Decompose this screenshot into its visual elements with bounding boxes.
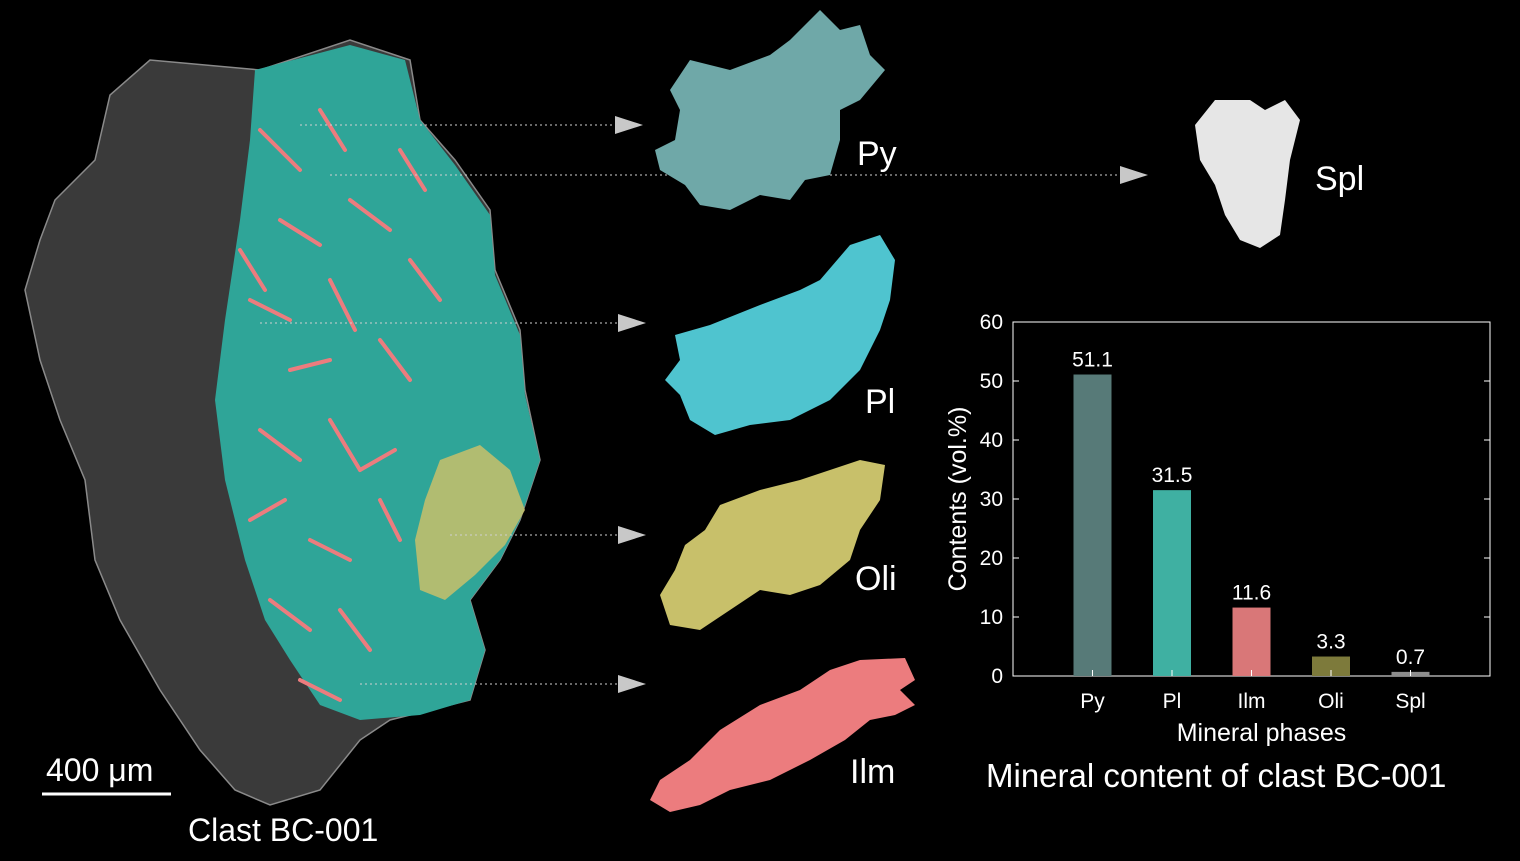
arrow-head	[618, 526, 646, 544]
ilm-lath	[378, 498, 402, 542]
py-render	[655, 10, 885, 210]
y-tick-label: 60	[980, 311, 1003, 334]
bar-value-label: 51.1	[1072, 349, 1113, 372]
arrow-head	[1120, 166, 1148, 184]
y-tick-label: 10	[980, 606, 1003, 629]
pl-render	[665, 235, 895, 435]
clast-ilmenite-laths	[238, 108, 442, 702]
x-tick-label: Ilm	[1238, 690, 1266, 713]
ilm-lath	[358, 448, 397, 472]
ilm-lath	[318, 108, 347, 152]
x-tick-label: Py	[1080, 690, 1105, 713]
ilm-lath	[398, 148, 427, 192]
y-tick-label: 30	[980, 488, 1003, 511]
bar-ilm	[1232, 607, 1271, 676]
bar-pl	[1153, 490, 1191, 676]
scalebar-label: 400 μm	[46, 752, 154, 788]
ilm-lath	[248, 298, 292, 322]
ilm-lath	[248, 498, 287, 522]
ilm-lath	[268, 598, 312, 632]
ilm-lath	[408, 258, 442, 302]
arrow-head	[615, 116, 643, 134]
bar-value-label: 3.3	[1316, 631, 1345, 654]
ilm-lath	[278, 218, 322, 247]
ilm-lath	[308, 538, 352, 562]
ilm-lath	[298, 678, 342, 702]
x-tick-label: Pl	[1163, 690, 1182, 713]
spl-render	[1195, 100, 1300, 248]
bar-value-label: 31.5	[1152, 464, 1193, 487]
ilm-lath	[258, 128, 302, 172]
y-tick-label: 0	[991, 665, 1003, 688]
phase-label-oli: Oli	[855, 560, 897, 598]
clast-caption: Clast BC-001	[188, 812, 379, 848]
clast-olivine-patch	[415, 445, 525, 600]
oli-render	[660, 460, 885, 630]
ilm-lath	[378, 338, 412, 382]
y-axis-title: Contents (vol.%)	[944, 407, 972, 592]
x-axis-title: Mineral phases	[1177, 719, 1347, 747]
chart-caption: Mineral content of clast BC-001	[986, 757, 1447, 794]
phase-label-py: Py	[857, 135, 897, 173]
y-tick-label: 40	[980, 429, 1003, 452]
bar-py	[1073, 374, 1112, 676]
ilm-lath	[288, 358, 332, 372]
y-tick-label: 20	[980, 547, 1003, 570]
ilm-lath	[338, 608, 372, 652]
mineral-content-chart: 0 10 20 30 40 50 60 51.1 Py 31.5 Pl 11.6 Ilm 3.3 Oli 0.…	[944, 311, 1491, 747]
bar-value-label: 0.7	[1396, 646, 1425, 669]
arrow-head	[618, 314, 646, 332]
ilm-lath	[348, 198, 392, 232]
ilm-lath	[258, 428, 302, 462]
y-tick-label: 50	[980, 370, 1003, 393]
bar-oli	[1312, 656, 1350, 676]
bar-value-label: 11.6	[1232, 582, 1271, 605]
arrow-head	[618, 675, 646, 693]
x-tick-label: Oli	[1318, 690, 1344, 713]
phase-label-spl: Spl	[1315, 160, 1365, 198]
x-tick-label: Spl	[1395, 690, 1425, 713]
phase-label-ilm: Ilm	[850, 753, 896, 791]
ilm-lath	[328, 278, 357, 332]
ilm-lath	[238, 248, 267, 292]
ilm-render	[650, 658, 915, 812]
phase-label-pl: Pl	[865, 383, 896, 421]
ilm-lath	[328, 418, 362, 472]
